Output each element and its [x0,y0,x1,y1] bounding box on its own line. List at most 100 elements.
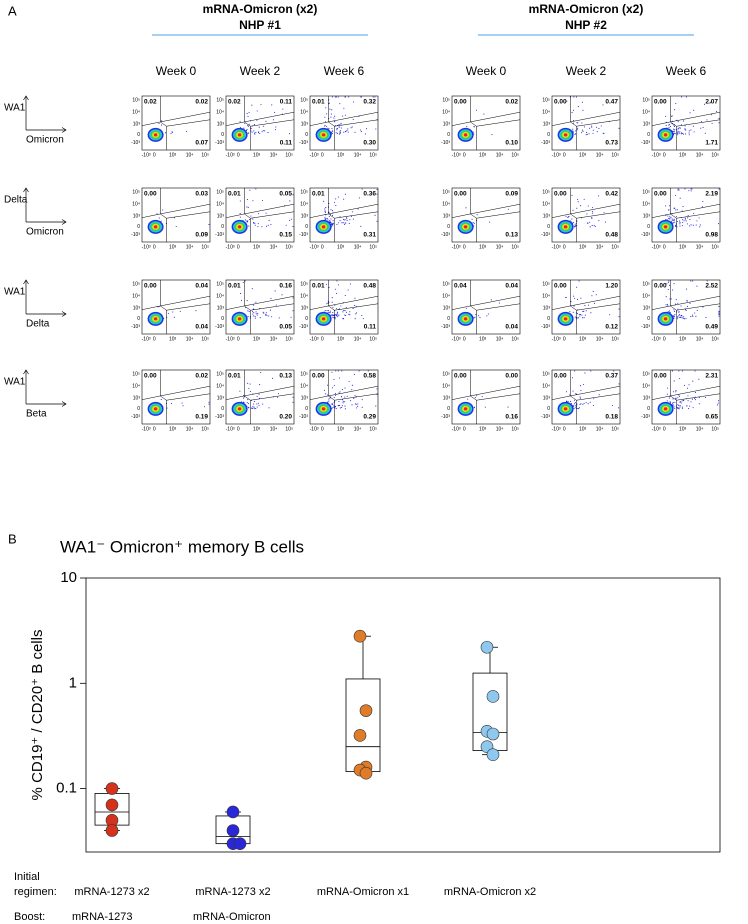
arrow-head [61,401,67,407]
event-dot [338,126,340,128]
event-dot [678,132,680,134]
event-dot [680,305,682,307]
event-dot [247,382,249,384]
axis-tick-label: 10⁵ [201,244,209,250]
event-dot [585,402,587,404]
quadrant-value: 0.00 [144,191,157,198]
axis-tick-label: 10³ [479,426,487,432]
axis-tick-label: -10³ [299,324,308,330]
event-dot [252,407,254,409]
event-dot [348,313,350,315]
quadrant-value: 2.19 [705,191,718,198]
event-dot [338,392,340,394]
event-dot [374,96,376,98]
event-dot [666,400,668,402]
event-dot [693,212,695,214]
event-dot [208,223,210,225]
event-dot [160,220,162,222]
event-dot [265,212,267,214]
event-dot [161,120,163,122]
event-dot [249,219,251,221]
quadrant-value: 0.05 [279,191,292,198]
quadrant-value: 0.04 [454,283,467,290]
chart-title: WA1⁻ Omicron⁺ memory B cells [60,537,304,556]
x-tick-label: mRNA-1273 x2 [74,886,149,898]
event-dot [676,318,679,320]
event-dot [465,307,467,309]
axis-tick-label: 0 [647,224,650,230]
axis-tick-label: 10³ [443,305,451,311]
event-dot [715,110,718,112]
event-dot [473,407,476,409]
event-dot [699,224,701,226]
event-dot [698,378,700,380]
axis-tick-label: 10⁵ [511,152,519,158]
event-dot [698,397,700,399]
event-dot [290,218,292,220]
event-dot [335,198,337,200]
axis-tick-label: 10⁴ [186,152,194,158]
event-dot [478,315,480,317]
event-dot [668,205,670,207]
event-dot [335,96,337,98]
plot-frame [85,577,721,853]
event-dot [255,131,257,133]
event-dot [618,407,620,409]
axis-tick-label: -10³ [226,152,235,158]
event-dot [683,220,685,222]
event-dot [692,380,694,382]
gate [651,211,721,219]
event-dot [349,314,351,316]
gate [451,393,521,401]
event-dot [498,302,500,304]
event-dot [679,223,681,225]
event-dot [336,129,338,131]
plot-frame [309,369,379,425]
quadrant-value: 0.01 [228,373,241,380]
event-dot [333,396,335,399]
event-dot [262,125,264,127]
axis-tick-label: 10³ [543,305,551,311]
axis-tick-label: -10³ [652,426,661,432]
event-dot [689,112,691,114]
event-dot [689,405,691,407]
event-dot [669,401,671,403]
event-dot [246,113,248,115]
axis-tick-label: 0 [237,244,240,250]
axis-tick-label: 10³ [133,121,141,127]
event-dot [569,394,571,396]
axis-tick-label: 10⁴ [442,384,450,390]
event-dot [575,407,577,409]
event-dot [693,109,695,111]
event-density [563,225,568,229]
event-dot [261,131,263,133]
event-density [463,133,468,137]
axis-tick-label: -10³ [552,426,561,432]
axis-tick-label: 10⁴ [132,294,140,300]
event-dot [679,131,681,133]
axis-tick-label: 10³ [479,336,487,342]
gate [651,303,721,311]
event-dot [678,370,680,372]
event-dot [581,129,584,131]
axis-tick-label: 10⁴ [696,152,704,158]
event-dot [670,216,672,219]
event-dot [253,406,255,408]
event-dot [337,222,339,224]
event-dot [678,408,680,410]
event-dot [665,124,667,127]
event-dot [684,217,686,219]
event-dot [681,370,683,372]
event-dot [360,96,362,98]
event-dot [668,126,670,128]
event-dot [253,315,255,317]
quadrant-value: 2.07 [705,99,718,106]
event-dot [357,403,359,405]
axis-tick-label: 10⁴ [442,110,450,116]
event-dot [336,314,338,316]
event-dot [332,403,334,405]
axis-tick-label: 10³ [337,426,345,432]
event-dot [578,407,580,409]
event-dot [507,208,509,210]
event-dot [346,395,348,397]
